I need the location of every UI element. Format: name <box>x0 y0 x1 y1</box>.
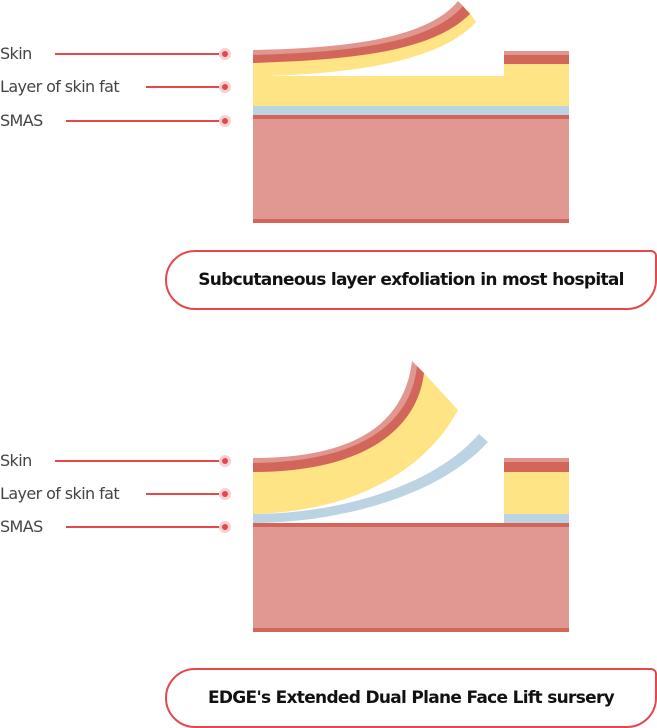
muscle-top-line <box>253 523 569 527</box>
diagram-2-pointers <box>55 460 225 528</box>
label-fat: Layer of skin fat <box>0 77 120 96</box>
skin-right-outer <box>504 458 569 462</box>
muscle-layer <box>253 115 569 223</box>
label-fat: Layer of skin fat <box>0 484 120 503</box>
caption-text: Subcutaneous layer exfoliation in most h… <box>198 270 624 290</box>
muscle-bottom-line <box>253 628 569 632</box>
smas-layer <box>253 106 569 115</box>
skin-flap-outer <box>253 1 463 55</box>
diagram-2-dots <box>219 455 231 533</box>
label-smas: SMAS <box>0 111 43 130</box>
fat-flap <box>253 372 458 514</box>
diagram-1-dots <box>219 48 231 127</box>
skin-flap <box>253 5 470 63</box>
muscle-bottom-line <box>253 219 569 223</box>
label-skin: Skin <box>0 44 32 63</box>
diagram-1-layers <box>253 1 569 223</box>
smas-right <box>504 514 569 523</box>
label-smas: SMAS <box>0 517 43 536</box>
fat-layer <box>253 10 569 106</box>
fat-right <box>504 472 569 514</box>
diagram-1-pointers <box>55 53 225 122</box>
skin-right <box>504 55 569 64</box>
smas-flap <box>253 434 488 523</box>
diagram-2-layers <box>253 361 569 632</box>
skin-right-outer <box>504 51 569 55</box>
muscle-top-line <box>253 115 569 119</box>
skin-right <box>504 462 569 472</box>
caption-box-1: Subcutaneous layer exfoliation in most h… <box>165 250 657 310</box>
caption-text: EDGE's Extended Dual Plane Face Lift sur… <box>207 688 615 708</box>
label-skin: Skin <box>0 451 32 470</box>
caption-box-2: EDGE's Extended Dual Plane Face Lift sur… <box>165 668 657 728</box>
muscle-layer <box>253 523 569 632</box>
